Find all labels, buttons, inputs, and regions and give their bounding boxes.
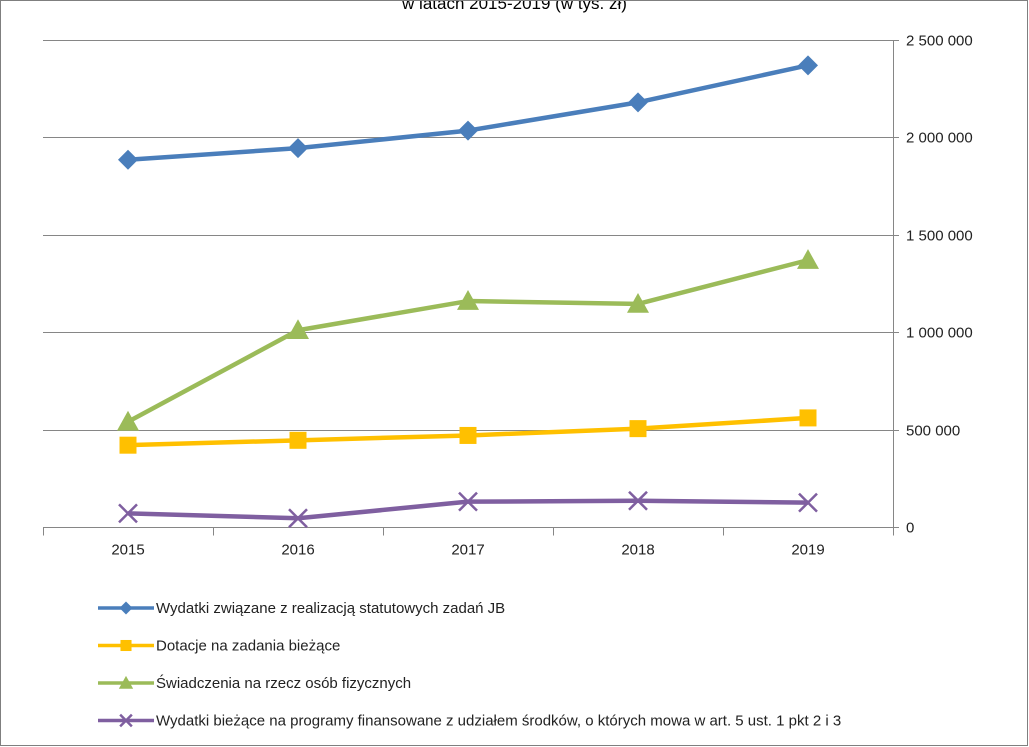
data-point bbox=[119, 601, 133, 615]
legend-label: Wydatki związane z realizacją statutowyc… bbox=[156, 600, 505, 617]
grid-lines bbox=[43, 40, 899, 431]
x-tick-label: 2016 bbox=[281, 542, 314, 559]
data-point bbox=[288, 138, 308, 159]
y-tick-label: 2 500 000 bbox=[906, 33, 973, 50]
data-point bbox=[798, 55, 818, 76]
y-tick-label: 500 000 bbox=[906, 423, 960, 440]
series-group bbox=[117, 55, 819, 529]
data-point bbox=[119, 713, 133, 728]
series-1 bbox=[118, 55, 818, 170]
legend-label: Dotacje na zadania bieżące bbox=[156, 638, 340, 655]
x-tick-label: 2015 bbox=[111, 542, 144, 559]
y-tick-label: 0 bbox=[906, 520, 914, 537]
legend-item: Wydatki bieżące na programy finansowane … bbox=[98, 713, 841, 730]
data-point bbox=[459, 426, 477, 444]
legend-item: Dotacje na zadania bieżące bbox=[98, 638, 340, 655]
legend-item: Świadczenia na rzecz osób fizycznych bbox=[98, 674, 411, 692]
data-point bbox=[629, 420, 647, 438]
x-tick-label: 2019 bbox=[791, 542, 824, 559]
data-point bbox=[288, 508, 308, 529]
y-tick-label: 2 000 000 bbox=[906, 130, 973, 147]
data-point bbox=[457, 290, 479, 310]
chart-title: w latach 2015-2019 (w tys. zł) bbox=[402, 0, 627, 13]
data-point bbox=[458, 491, 478, 512]
data-point bbox=[458, 120, 478, 141]
x-tick-label: 2018 bbox=[621, 542, 654, 559]
data-point bbox=[119, 436, 137, 454]
series-2 bbox=[119, 409, 817, 454]
y-tick-label: 1 500 000 bbox=[906, 228, 973, 245]
data-point bbox=[797, 249, 819, 269]
legend-label: Wydatki bieżące na programy finansowane … bbox=[156, 713, 841, 730]
legend-label: Świadczenia na rzecz osób fizycznych bbox=[156, 674, 411, 692]
series-line bbox=[127, 63, 809, 163]
data-point bbox=[627, 292, 649, 313]
legend-item: Wydatki związane z realizacją statutowyc… bbox=[98, 600, 505, 617]
axes: 0 500 000 1 000 000 1 500 000 2 000 000 2 500… bbox=[43, 33, 973, 559]
data-point bbox=[120, 639, 132, 652]
data-point bbox=[287, 319, 309, 340]
data-point bbox=[799, 409, 817, 427]
data-point bbox=[117, 410, 139, 431]
data-point bbox=[118, 675, 134, 689]
legend: Wydatki związane z realizacją statutowyc… bbox=[98, 600, 841, 730]
data-point bbox=[628, 490, 648, 511]
series-3 bbox=[117, 249, 819, 431]
data-point bbox=[628, 92, 648, 113]
x-tick-label: 2017 bbox=[451, 542, 484, 559]
series-line bbox=[126, 257, 809, 424]
data-point bbox=[118, 503, 138, 524]
series-4 bbox=[118, 490, 818, 529]
data-point bbox=[798, 492, 818, 513]
y-tick-label: 1 000 000 bbox=[906, 325, 973, 342]
data-point bbox=[118, 149, 138, 170]
data-point bbox=[289, 431, 307, 449]
